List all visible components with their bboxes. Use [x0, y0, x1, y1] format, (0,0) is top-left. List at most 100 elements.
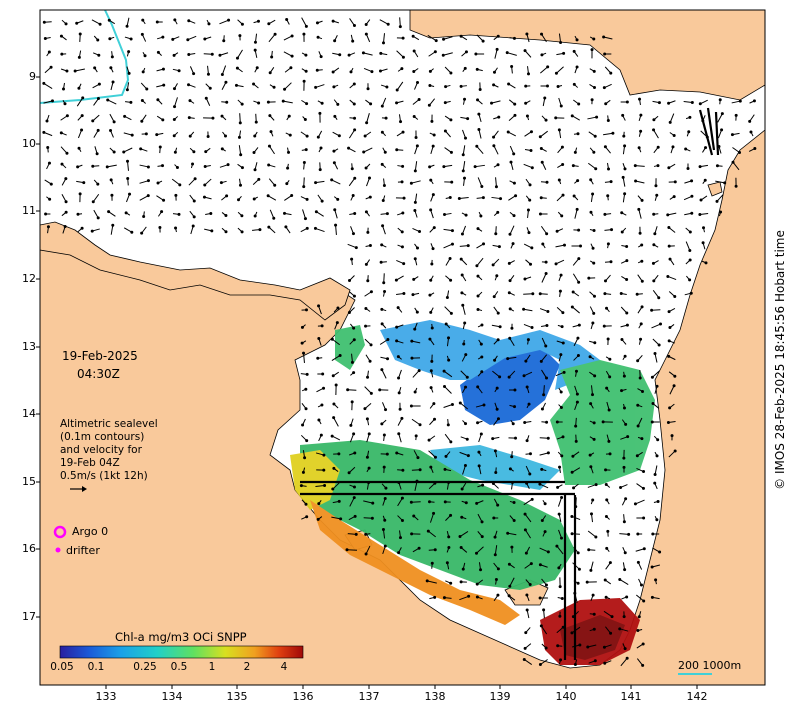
velocity-arrowhead [401, 468, 405, 472]
velocity-arrowhead [60, 162, 64, 166]
velocity-arrowhead [158, 145, 162, 149]
date-label: 19-Feb-2025 [62, 349, 138, 363]
velocity-arrowhead [586, 645, 590, 649]
velocity-arrowhead [350, 257, 354, 261]
velocity-arrowhead [622, 520, 626, 524]
velocity-arrowhead [460, 273, 464, 277]
velocity-arrowhead [506, 130, 510, 134]
velocity-arrowhead [624, 422, 628, 426]
velocity-arrowhead [460, 291, 464, 295]
velocity-arrowhead [481, 483, 485, 487]
velocity-arrowhead [667, 226, 671, 230]
velocity-arrowhead [320, 199, 324, 203]
velocity-arrow [509, 577, 515, 587]
velocity-arrowhead [383, 496, 387, 500]
drifter-symbol [55, 547, 61, 553]
velocity-arrowhead [593, 374, 597, 378]
velocity-arrow [635, 594, 645, 602]
velocity-arrowhead [383, 518, 387, 522]
velocity-arrowhead [322, 468, 326, 472]
velocity-arrowhead [122, 150, 126, 154]
velocity-arrowhead [450, 229, 454, 233]
velocity-arrowhead [608, 357, 612, 361]
velocity-arrowhead [354, 532, 358, 536]
velocity-arrowhead [555, 420, 559, 424]
velocity-arrow [619, 533, 629, 535]
velocity-arrowhead [606, 119, 610, 123]
velocity-arrow [507, 52, 517, 56]
velocity-arrowhead [574, 424, 578, 428]
velocity-arrowhead [225, 194, 229, 198]
velocity-arrowhead [640, 198, 644, 202]
velocity-arrowhead [304, 148, 308, 152]
velocity-arrowhead [544, 272, 548, 276]
velocity-arrowhead [91, 119, 95, 123]
velocity-arrowhead [475, 595, 479, 599]
velocity-arrowhead [667, 354, 671, 358]
velocity-arrow [363, 147, 373, 153]
velocity-arrowhead [320, 403, 324, 407]
velocity-arrowhead [479, 432, 483, 436]
velocity-arrowhead [690, 194, 694, 198]
velocity-arrow [171, 178, 181, 186]
velocity-arrowhead [125, 24, 129, 28]
velocity-arrowhead [109, 129, 113, 133]
velocity-arrow [315, 484, 325, 488]
velocity-arrowhead [543, 502, 547, 506]
velocity-arrowhead [561, 341, 565, 345]
velocity-arrowhead [475, 501, 479, 505]
velocity-arrowhead [559, 658, 563, 662]
velocity-arrowhead [557, 178, 561, 182]
velocity-arrowhead [508, 279, 512, 283]
velocity-arrowhead [62, 87, 66, 91]
velocity-arrowhead [513, 388, 517, 392]
velocity-arrowhead [538, 135, 542, 139]
velocity-arrowhead [627, 532, 631, 536]
velocity-arrowhead [605, 306, 609, 310]
velocity-arrowhead [146, 179, 150, 183]
velocity-arrowhead [206, 134, 210, 138]
velocity-arrowhead [449, 71, 453, 75]
lon-label: 139 [489, 690, 511, 703]
velocity-arrowhead [571, 290, 575, 294]
velocity-arrow [540, 66, 548, 74]
velocity-arrowhead [570, 114, 574, 118]
velocity-arrowhead [544, 583, 548, 587]
velocity-arrowhead [331, 19, 335, 23]
velocity-arrowhead [366, 230, 370, 234]
velocity-arrowhead [619, 291, 623, 295]
velocity-arrow [187, 35, 197, 41]
velocity-arrowhead [639, 322, 643, 326]
velocity-arrowhead [207, 22, 211, 26]
velocity-arrowhead [545, 420, 549, 424]
velocity-arrow [382, 33, 386, 43]
velocity-arrowhead [378, 388, 382, 392]
velocity-arrowhead [530, 497, 534, 501]
velocity-arrowhead [460, 515, 464, 519]
velocity-arrowhead [364, 532, 368, 536]
velocity-arrow [443, 52, 453, 56]
velocity-arrowhead [257, 101, 261, 105]
velocity-arrowhead [252, 197, 256, 201]
velocity-arrowhead [524, 101, 528, 105]
velocity-arrowhead [449, 118, 453, 122]
velocity-arrowhead [353, 514, 357, 518]
velocity-arrowhead [381, 224, 385, 228]
velocity-arrowhead [203, 37, 207, 41]
velocity-arrowhead [464, 385, 468, 389]
velocity-arrowhead [474, 551, 478, 555]
velocity-arrowhead [609, 180, 613, 184]
velocity-arrowhead [267, 144, 271, 148]
velocity-arrowhead [594, 535, 598, 539]
velocity-arrowhead [395, 339, 399, 343]
velocity-arrow [620, 657, 628, 667]
velocity-arrowhead [477, 128, 481, 132]
velocity-arrowhead [477, 450, 481, 454]
velocity-arrowhead [174, 226, 178, 230]
chl-green-south [300, 440, 575, 590]
velocity-arrowhead [352, 82, 356, 86]
velocity-arrowhead [624, 497, 628, 501]
velocity-arrowhead [80, 226, 84, 230]
velocity-arrowhead [316, 35, 320, 39]
velocity-arrowhead [560, 325, 564, 329]
